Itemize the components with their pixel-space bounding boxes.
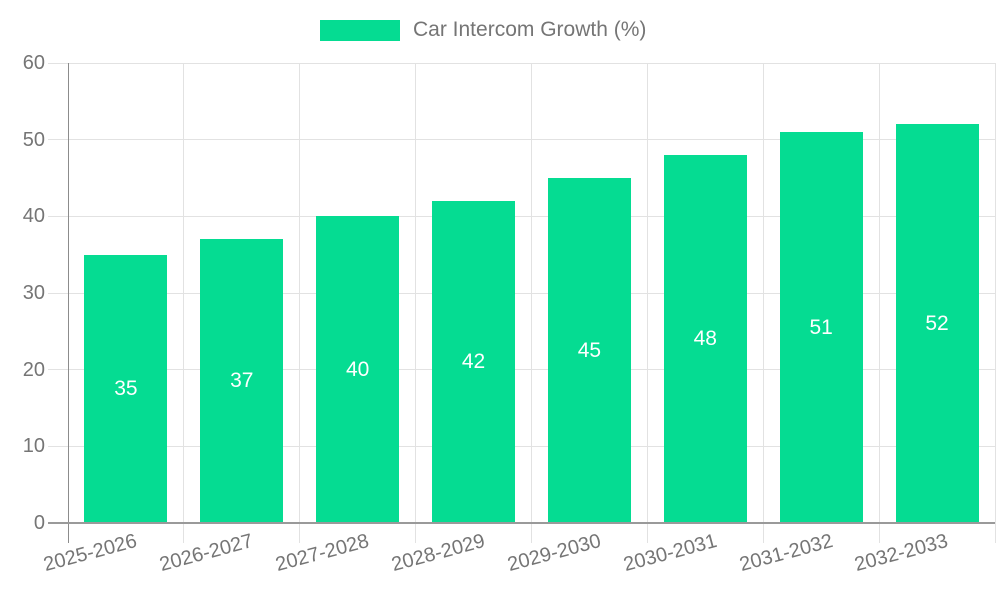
y-axis-tick-label: 0 <box>33 512 45 534</box>
gridline-horizontal <box>48 292 995 294</box>
legend-item[interactable]: Car Intercom Growth (%) <box>320 18 646 42</box>
bar-value-label: 48 <box>693 327 717 350</box>
gridline-horizontal <box>48 369 995 371</box>
legend-label: Car Intercom Growth (%) <box>413 18 647 41</box>
gridline-horizontal <box>48 62 995 64</box>
bar-value-label: 40 <box>346 357 370 381</box>
x-axis-tick-label: 2026-2027 <box>157 530 256 577</box>
bar-value-label: 42 <box>461 350 486 373</box>
y-axis-tick-label: 40 <box>22 205 45 228</box>
legend-swatch <box>320 19 400 41</box>
x-axis-line <box>48 522 995 524</box>
bar[interactable]: 42 <box>432 201 516 523</box>
bar[interactable]: 48 <box>663 155 747 523</box>
gridline-horizontal <box>48 445 995 447</box>
bar[interactable]: 52 <box>895 124 979 523</box>
bar-value-label: 37 <box>230 369 254 393</box>
gridline-vertical <box>183 63 185 543</box>
y-axis-tick-label: 50 <box>22 128 45 151</box>
gridline-vertical <box>531 63 532 543</box>
y-axis-line <box>67 63 69 543</box>
bar-value-label: 35 <box>114 376 138 400</box>
x-axis-tick-label: 2027-2028 <box>273 530 372 577</box>
x-axis-tick-label: 2031-2032 <box>736 530 835 577</box>
x-axis-tick-label: 2025-2026 <box>41 530 140 577</box>
y-axis-tick-label: 60 <box>22 52 45 74</box>
bar[interactable]: 51 <box>779 132 863 523</box>
gridline-vertical <box>646 63 648 543</box>
bar-value-label: 52 <box>925 311 949 335</box>
x-axis-tick-label: 2030-2031 <box>620 530 720 577</box>
y-axis-tick-label: 20 <box>22 358 45 381</box>
gridline-horizontal <box>48 215 995 217</box>
bar[interactable]: 40 <box>316 216 400 523</box>
gridline-vertical <box>762 63 764 543</box>
x-axis-tick-label: 2032-2033 <box>852 530 951 577</box>
gridline-vertical <box>415 63 417 543</box>
gridline-vertical <box>878 63 880 543</box>
bar[interactable]: 35 <box>84 254 168 523</box>
y-axis-tick-label: 10 <box>22 435 45 458</box>
gridline-vertical <box>994 63 996 543</box>
gridline-vertical <box>299 63 301 543</box>
x-axis-tick-label: 2029-2030 <box>505 530 604 577</box>
bar[interactable]: 45 <box>547 178 631 523</box>
bar-value-label: 45 <box>577 338 602 362</box>
bar-value-label: 51 <box>809 315 833 339</box>
bar[interactable]: 37 <box>200 239 284 523</box>
y-axis-tick-label: 30 <box>22 282 45 304</box>
gridline-horizontal <box>48 139 995 141</box>
x-axis-tick-label: 2028-2029 <box>389 530 488 577</box>
